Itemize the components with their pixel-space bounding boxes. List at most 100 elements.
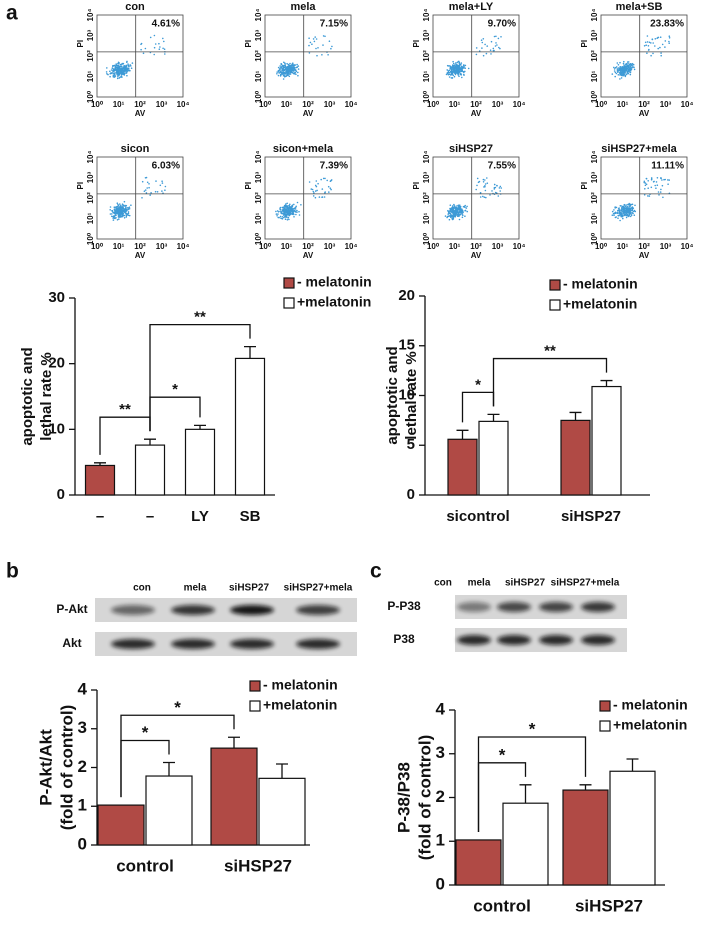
dot xyxy=(122,210,125,213)
dot xyxy=(279,206,282,209)
dot xyxy=(617,64,620,66)
dot xyxy=(291,210,293,213)
dot xyxy=(613,68,616,70)
error-bar xyxy=(626,758,639,772)
dot xyxy=(465,207,468,209)
dot xyxy=(326,179,329,182)
y-tick-label: 10⁰ xyxy=(422,90,431,103)
plot-frame xyxy=(600,156,688,240)
significance-label: * xyxy=(475,376,481,393)
band xyxy=(111,639,155,649)
dot xyxy=(489,194,491,196)
dot xyxy=(497,195,500,197)
x-tick-label: LY xyxy=(191,508,209,525)
dot xyxy=(475,47,478,49)
legend-swatch xyxy=(549,299,561,311)
dot xyxy=(455,63,458,66)
dot xyxy=(296,63,298,66)
dot xyxy=(112,73,114,75)
dot xyxy=(124,207,127,210)
dot xyxy=(478,180,481,183)
dot xyxy=(123,209,126,211)
y-tick-label: 10¹ xyxy=(254,212,263,224)
dot xyxy=(482,181,485,183)
dot xyxy=(120,208,122,210)
y-tick-label: 10⁴ xyxy=(590,151,599,164)
dot xyxy=(447,71,450,73)
dot xyxy=(493,35,496,38)
dot xyxy=(116,219,119,221)
dot xyxy=(644,188,646,190)
percent: 6.03% xyxy=(152,161,180,172)
dot xyxy=(116,207,118,210)
dot xyxy=(657,191,660,193)
dot xyxy=(460,67,462,70)
x-tick-label: 10⁰ xyxy=(91,242,104,251)
error-bar xyxy=(244,345,256,359)
percent: 11.11% xyxy=(651,161,684,172)
bar xyxy=(478,420,509,496)
dot xyxy=(111,213,113,215)
band xyxy=(497,635,531,645)
y-tick-label: 10¹ xyxy=(590,212,599,224)
dot xyxy=(492,49,495,52)
dot xyxy=(120,75,123,78)
y-tick-label: 2 xyxy=(78,757,87,776)
dot xyxy=(625,205,627,208)
y-tick-label: 10 xyxy=(48,420,65,437)
bar xyxy=(210,747,258,846)
dot xyxy=(657,47,659,50)
dot xyxy=(327,54,329,56)
plot-frame xyxy=(96,14,184,98)
dot xyxy=(621,206,623,209)
dot xyxy=(293,203,295,206)
percent: 23.83% xyxy=(650,19,684,30)
dot xyxy=(650,54,652,57)
dot xyxy=(622,62,625,65)
y-tick-label: 20 xyxy=(398,287,415,304)
dot xyxy=(628,202,630,205)
dot xyxy=(460,65,463,68)
y-axis-label: PI xyxy=(244,40,253,48)
plot-title: mela+SB xyxy=(616,1,663,13)
plot-title: siHSP27+mela xyxy=(601,143,677,155)
error-bar xyxy=(228,736,240,749)
dot xyxy=(121,215,124,217)
dot xyxy=(614,71,617,74)
dot xyxy=(122,73,125,76)
y-axis-label: apoptotic and xyxy=(19,347,36,445)
x-tick-label: 10¹ xyxy=(113,100,125,109)
dot xyxy=(617,217,619,219)
y-axis-label: PI xyxy=(76,40,85,48)
significance-bracket xyxy=(149,396,201,432)
dot xyxy=(114,68,116,70)
dot xyxy=(625,63,628,66)
dot xyxy=(322,177,325,180)
legend-label: - melatonin xyxy=(297,274,372,290)
dot xyxy=(656,177,659,179)
dot xyxy=(453,64,456,67)
dot xyxy=(646,41,649,43)
dot xyxy=(623,73,625,76)
dot xyxy=(297,68,300,70)
dot xyxy=(454,69,457,71)
legend-label: +melatonin xyxy=(563,296,637,312)
panel-label: b xyxy=(6,560,19,583)
dot xyxy=(111,215,113,218)
x-tick-label: 10⁰ xyxy=(595,100,608,109)
plot-frame xyxy=(264,156,352,240)
dot xyxy=(633,209,636,212)
dot xyxy=(625,216,628,219)
dot xyxy=(123,214,126,217)
error-bar xyxy=(144,438,156,446)
dot xyxy=(293,72,295,74)
y-tick-label: 0 xyxy=(78,834,87,853)
dot xyxy=(644,41,647,44)
dot xyxy=(279,215,282,218)
dot xyxy=(324,191,327,193)
dot xyxy=(630,212,632,215)
dot xyxy=(109,209,111,211)
x-tick-label: 10¹ xyxy=(449,100,461,109)
dot xyxy=(499,185,502,188)
dot xyxy=(456,207,458,209)
